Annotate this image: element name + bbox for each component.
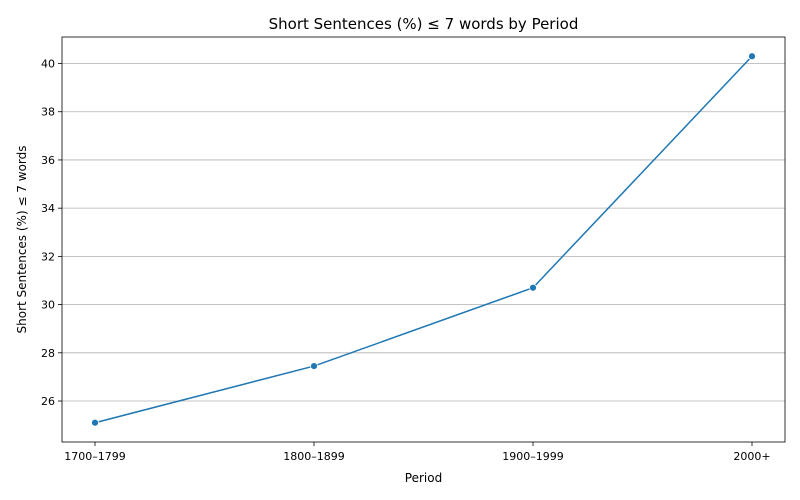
series-layer: [91, 52, 756, 427]
x-tick-label: 2000+: [733, 450, 770, 463]
y-axis-label: Short Sentences (%) ≤ 7 words: [15, 145, 29, 333]
plot-frame: [61, 36, 786, 443]
y-tick-label: 26: [41, 395, 55, 408]
y-tick-label: 30: [41, 299, 55, 312]
y-tick-label: 32: [41, 250, 55, 263]
x-tick-label: 1900–1999: [502, 450, 564, 463]
x-tick-label: 1800–1899: [283, 450, 345, 463]
grid-lines: [62, 63, 785, 402]
y-tick-label: 40: [41, 58, 55, 71]
data-point: [91, 418, 99, 427]
data-point: [529, 283, 537, 292]
series-line: [94, 55, 753, 424]
y-tick-label: 38: [41, 106, 55, 119]
y-tick-label: 36: [41, 154, 55, 167]
y-tick-label: 34: [41, 202, 55, 215]
data-point: [310, 362, 318, 370]
x-tick-label: 1700–1799: [64, 450, 126, 463]
x-axis-label: Period: [405, 471, 442, 485]
y-axis-ticks: 26 28 30 32 34 36 38 40: [41, 58, 62, 408]
chart-title: Short Sentences (%) ≤ 7 words by Period: [269, 15, 579, 33]
data-point: [748, 52, 756, 61]
x-axis-ticks: 1700–1799 1800–1899 1900–1999 2000+: [64, 442, 771, 463]
y-tick-label: 28: [41, 347, 55, 360]
